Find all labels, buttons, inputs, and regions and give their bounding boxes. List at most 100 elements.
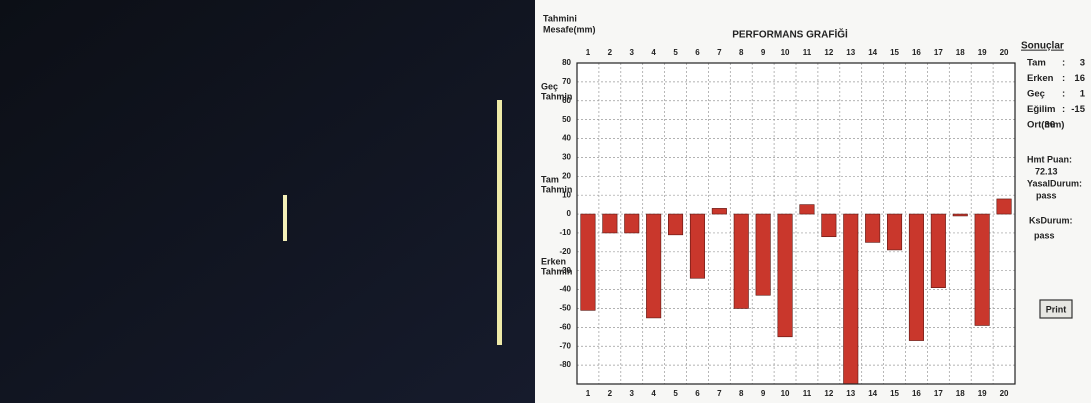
zone-label: Erken — [541, 256, 566, 266]
x-tick-label: 12 — [824, 389, 833, 398]
y-tick-label: 80 — [562, 58, 571, 67]
legal-label: YasalDurum: — [1027, 178, 1082, 188]
bar — [953, 214, 967, 216]
bar — [909, 214, 923, 341]
x-tick-label: 16 — [912, 389, 921, 398]
x-tick-label: 3 — [630, 389, 635, 398]
x-tick-label: 10 — [781, 389, 790, 398]
y-tick-label: 50 — [562, 115, 571, 124]
x-tick-label-top: 11 — [803, 48, 812, 57]
x-tick-label: 20 — [1000, 389, 1009, 398]
x-tick-label: 7 — [717, 389, 722, 398]
y-tick-label: 40 — [562, 134, 571, 143]
x-tick-label-top: 2 — [608, 48, 613, 57]
zone-label: Tahmin — [541, 266, 572, 276]
ks-value: pass — [1034, 230, 1055, 240]
y-tick-label: -50 — [559, 304, 571, 313]
x-tick-label: 11 — [803, 389, 812, 398]
x-tick-label-top: 18 — [956, 48, 965, 57]
score-value: 72.13 — [1035, 166, 1058, 176]
x-tick-label-top: 3 — [630, 48, 635, 57]
result-sep: : — [1062, 104, 1065, 115]
bar — [734, 214, 748, 308]
video-panel — [0, 0, 535, 403]
x-tick-label: 13 — [846, 389, 855, 398]
y-tick-label: 30 — [562, 153, 571, 162]
x-tick-label: 2 — [608, 389, 613, 398]
y-tick-label: 70 — [562, 77, 571, 86]
result-sep: : — [1062, 58, 1065, 69]
x-tick-label-top: 5 — [673, 48, 678, 57]
x-tick-label-top: 20 — [1000, 48, 1009, 57]
bar — [975, 214, 989, 325]
y-tick-label: 20 — [562, 171, 571, 180]
result-value: -15 — [1071, 104, 1085, 115]
x-tick-label: 4 — [651, 389, 656, 398]
bar — [800, 205, 814, 214]
screen: PERFORMANS GRAFİĞİ Tahmini Mesafe(mm) 80… — [0, 0, 1091, 403]
bar — [712, 208, 726, 214]
bar — [603, 214, 617, 233]
zone-label: Tam — [541, 174, 559, 184]
ks-label: KsDurum: — [1029, 215, 1073, 225]
x-tick-label-top: 14 — [868, 48, 877, 57]
x-tick-label: 14 — [868, 389, 877, 398]
y-tick-label: -10 — [559, 228, 571, 237]
y-tick-label: -70 — [559, 341, 571, 350]
y-axis-label: Mesafe(mm) — [543, 24, 596, 34]
light-bar — [283, 195, 287, 241]
result-value: 16 — [1074, 73, 1085, 84]
result-sep: : — [1062, 89, 1065, 100]
x-tick-label-top: 6 — [695, 48, 700, 57]
x-tick-label: 18 — [956, 389, 965, 398]
print-button-label[interactable]: Print — [1046, 304, 1067, 314]
bar — [822, 214, 836, 237]
x-tick-label-top: 16 — [912, 48, 921, 57]
x-tick-label: 15 — [890, 389, 899, 398]
page: {"y_axis_label": ["Tahmini", "Mesafe(mm)… — [0, 0, 1091, 403]
chart-title: PERFORMANS GRAFİĞİ — [732, 28, 848, 41]
bar — [931, 214, 945, 288]
y-tick-label: -60 — [559, 322, 571, 331]
x-tick-label-top: 13 — [846, 48, 855, 57]
y-tick-label: -80 — [559, 360, 571, 369]
x-tick-label-top: 17 — [934, 48, 943, 57]
x-tick-label: 8 — [739, 389, 744, 398]
bar — [778, 214, 792, 337]
bar — [668, 214, 682, 235]
result-label: Tam — [1027, 58, 1046, 69]
x-tick-label-top: 12 — [824, 48, 833, 57]
x-tick-label-top: 8 — [739, 48, 744, 57]
result-label: Eğilim — [1027, 104, 1056, 115]
zone-label: Tahmin — [541, 91, 572, 101]
x-tick-label-top: 4 — [651, 48, 656, 57]
bar — [756, 214, 770, 295]
x-tick-label-top: 1 — [586, 48, 591, 57]
x-tick-label: 1 — [586, 389, 591, 398]
y-axis-label: Tahmini — [543, 13, 577, 23]
x-tick-label: 9 — [761, 389, 766, 398]
result-value: 36 — [1044, 120, 1055, 131]
x-tick-label-top: 15 — [890, 48, 899, 57]
y-tick-label: -20 — [559, 247, 571, 256]
bar — [887, 214, 901, 250]
y-tick-label: -40 — [559, 285, 571, 294]
result-value: 3 — [1080, 58, 1085, 69]
bar — [844, 214, 858, 384]
bar — [646, 214, 660, 318]
zone-label: Tahmin — [541, 184, 572, 194]
result-label: Geç — [1027, 89, 1045, 100]
x-tick-label-top: 10 — [781, 48, 790, 57]
result-label: Erken — [1027, 73, 1054, 84]
light-bar — [497, 100, 502, 345]
bar — [690, 214, 704, 278]
x-tick-label-top: 7 — [717, 48, 722, 57]
bar — [865, 214, 879, 242]
result-sep: : — [1062, 73, 1065, 84]
bar — [997, 199, 1011, 214]
zone-label: Geç — [541, 81, 558, 91]
y-tick-label: 0 — [567, 209, 572, 218]
x-tick-label-top: 9 — [761, 48, 766, 57]
result-value: 1 — [1080, 89, 1086, 100]
results-title: Sonuçlar — [1021, 41, 1064, 52]
